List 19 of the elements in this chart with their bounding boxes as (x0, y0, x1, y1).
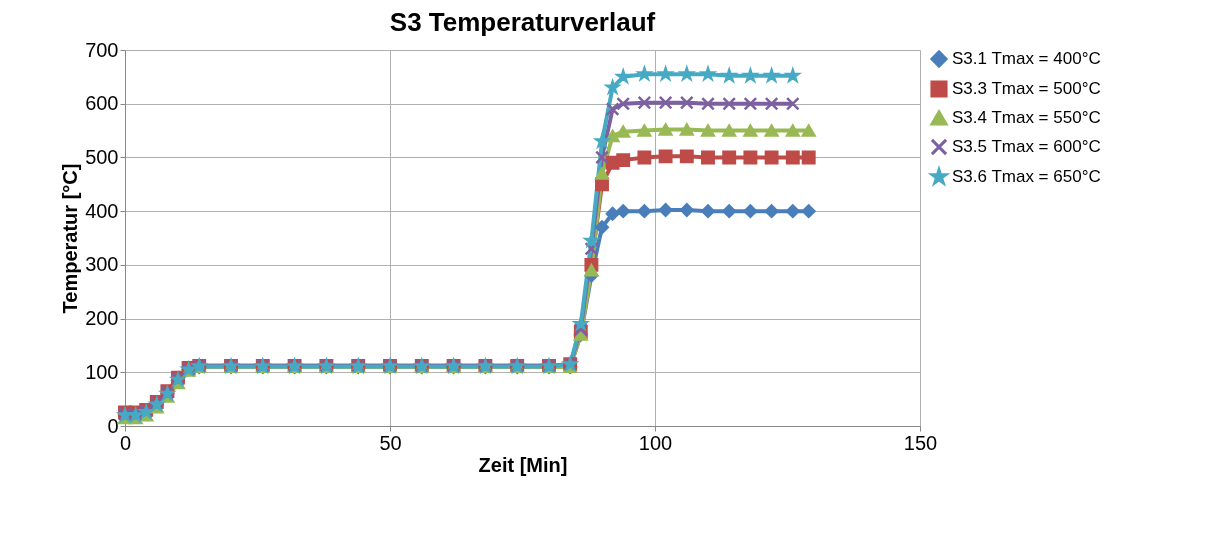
x-tick-label: 50 (379, 431, 402, 454)
legend-label: S3.5 Tmax = 600°C (952, 137, 1101, 156)
y-axis-title: Temperatur [°C] (59, 163, 82, 314)
y-tick-label: 500 (85, 145, 119, 168)
y-tick-label: 200 (85, 307, 119, 330)
legend-label: S3.1 Tmax = 400°C (952, 49, 1101, 68)
y-tick-label: 700 (85, 38, 119, 61)
legend-label: S3.3 Tmax = 500°C (952, 79, 1101, 98)
y-tick-label: 300 (85, 253, 119, 276)
y-tick-label: 100 (85, 360, 119, 383)
x-axis-title: Zeit [Min] (478, 453, 568, 476)
x-tick-label: 150 (903, 431, 938, 454)
y-tick-label: 600 (85, 92, 119, 115)
chart-title: S3 Temperaturverlauf (389, 7, 656, 37)
x-tick-label: 100 (638, 431, 673, 454)
legend-label: S3.6 Tmax = 650°C (952, 167, 1101, 186)
y-tick-label: 400 (85, 199, 119, 222)
y-tick-label: 0 (107, 414, 119, 437)
legend-label: S3.4 Tmax = 550°C (952, 108, 1101, 127)
